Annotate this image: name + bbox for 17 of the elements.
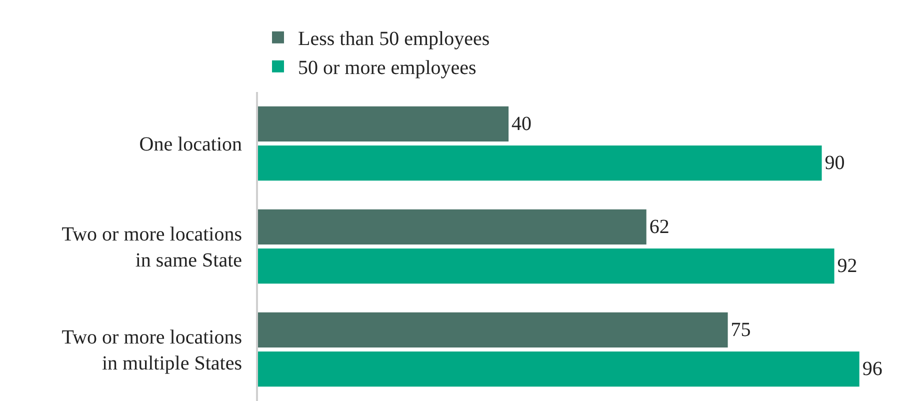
y-tick-label: Two or more locations in same State [62, 224, 242, 272]
y-tick-label: One location [139, 134, 242, 156]
legend-label: Less than 50 employees [298, 28, 490, 50]
data-label: 96 [862, 358, 882, 380]
bar [258, 209, 646, 245]
bar [258, 106, 509, 142]
data-label: 75 [730, 318, 751, 341]
bar [258, 145, 822, 181]
data-label: 92 [837, 255, 858, 278]
legend-label: 50 or more employees [298, 57, 476, 80]
data-label: 40 [512, 112, 532, 135]
data-label: 62 [649, 216, 670, 238]
y-tick-label: Two or more locations in multiple States [62, 326, 242, 374]
bar [258, 248, 834, 284]
data-label: 90 [824, 152, 845, 174]
bar [258, 312, 728, 348]
bar [258, 351, 860, 387]
